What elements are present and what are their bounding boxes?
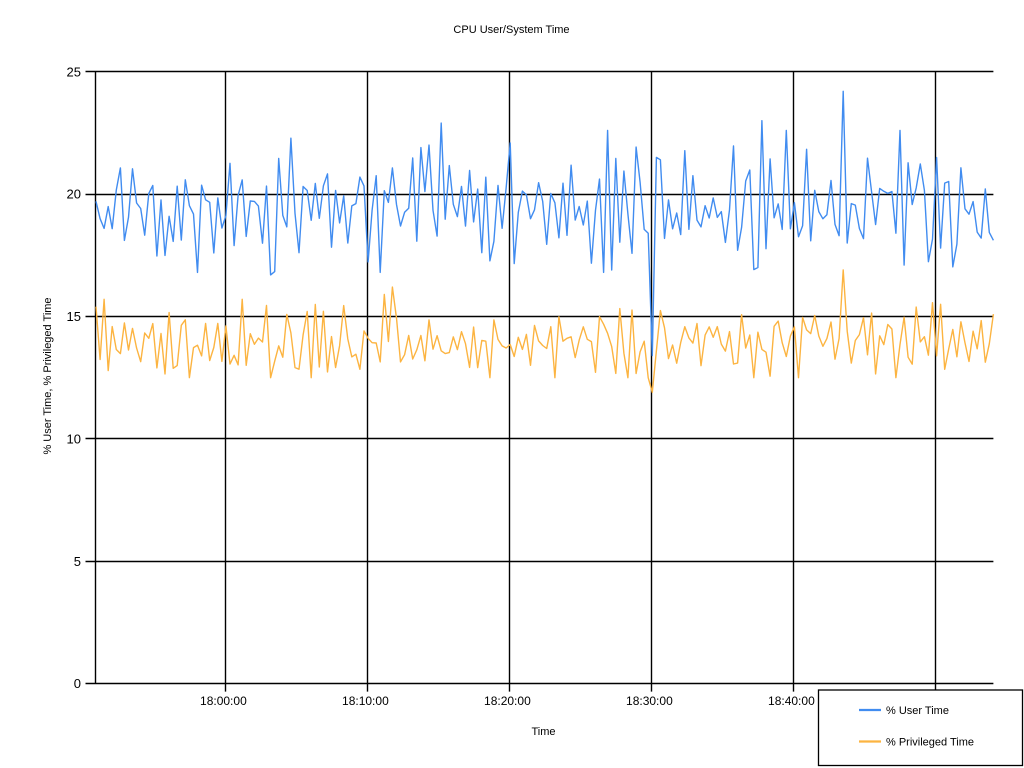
svg-text:20: 20 — [67, 187, 81, 202]
svg-text:CPU User/System Time: CPU User/System Time — [453, 24, 569, 36]
svg-text:25: 25 — [67, 64, 81, 79]
svg-text:18:20:00: 18:20:00 — [484, 694, 531, 708]
svg-text:5: 5 — [74, 554, 81, 569]
svg-text:15: 15 — [67, 309, 81, 324]
svg-text:% Privileged Time: % Privileged Time — [886, 737, 974, 749]
svg-text:0: 0 — [74, 676, 81, 691]
svg-text:Time: Time — [531, 726, 555, 738]
svg-text:% User Time, % Privileged Time: % User Time, % Privileged Time — [42, 297, 54, 454]
svg-text:18:10:00: 18:10:00 — [342, 694, 389, 708]
svg-text:18:00:00: 18:00:00 — [200, 694, 247, 708]
svg-text:18:40:00: 18:40:00 — [768, 694, 815, 708]
svg-text:10: 10 — [67, 431, 81, 446]
svg-text:% User Time: % User Time — [886, 705, 949, 717]
svg-text:18:30:00: 18:30:00 — [626, 694, 673, 708]
